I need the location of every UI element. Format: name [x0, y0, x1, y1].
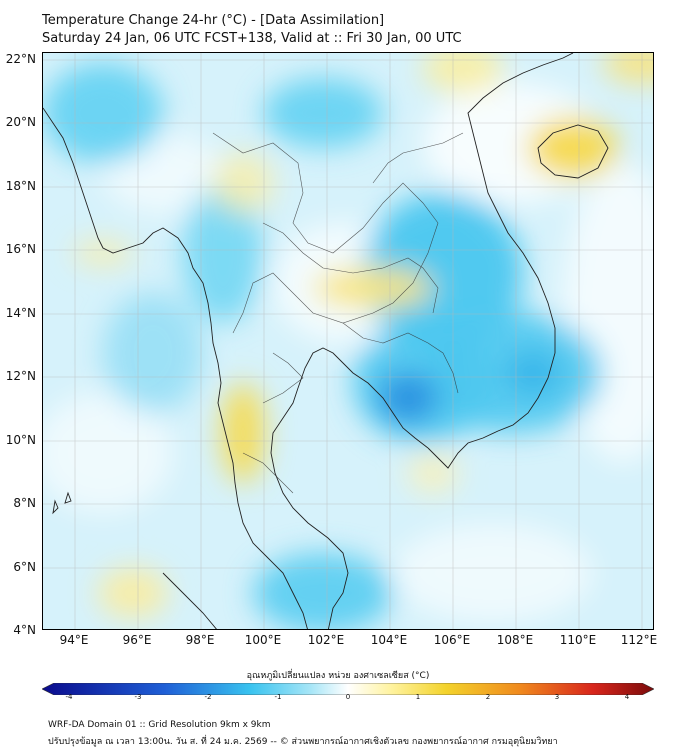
lat-label-22: 22°N	[5, 52, 36, 66]
lat-label-12: 12°N	[5, 369, 36, 383]
lon-label-108: 108°E	[496, 633, 534, 647]
footer-model-info: WRF-DA Domain 01 :: Grid Resolution 9km …	[48, 720, 271, 730]
colorbar-tick: -4	[65, 693, 73, 701]
lat-label-14: 14°N	[5, 306, 36, 320]
colorbar-tick: 3	[554, 693, 560, 701]
colorbar-tick: -2	[204, 693, 212, 701]
lat-label-18: 18°N	[5, 179, 36, 193]
lon-label-110: 110°E	[559, 633, 597, 647]
lat-label-6: 6°N	[13, 560, 36, 574]
lon-label-102: 102°E	[307, 633, 345, 647]
colorbar-tick: 4	[624, 693, 630, 701]
temperature-change-map	[42, 52, 654, 630]
lon-label-100: 100°E	[244, 633, 282, 647]
lon-label-112: 112°E	[620, 633, 658, 647]
lat-label-20: 20°N	[5, 115, 36, 129]
admin-borders	[212, 132, 464, 494]
lat-label-10: 10°N	[5, 433, 36, 447]
lon-label-106: 106°E	[433, 633, 471, 647]
graticule	[43, 53, 653, 629]
lon-label-98: 98°E	[185, 633, 215, 647]
lon-label-94: 94°E	[59, 633, 89, 647]
coastlines	[43, 53, 609, 629]
footer-credit: ปรับปรุงข้อมูล ณ เวลา 13:00น. วัน ส. ที่…	[48, 737, 558, 747]
lon-label-104: 104°E	[370, 633, 408, 647]
map-subtitle: Saturday 24 Jan, 06 UTC FCST+138, Valid …	[42, 31, 462, 46]
map-canvas	[43, 53, 653, 629]
lat-label-8: 8°N	[13, 496, 36, 510]
lat-label-4: 4°N	[13, 623, 36, 637]
colorbar-tick: 0	[345, 693, 351, 701]
colorbar-tick: 2	[485, 693, 491, 701]
colorbar-tick: -3	[134, 693, 142, 701]
lon-label-96: 96°E	[122, 633, 152, 647]
lat-label-16: 16°N	[5, 242, 36, 256]
temperature-field	[43, 53, 653, 629]
colorbar-tick: 1	[415, 693, 421, 701]
map-title: Temperature Change 24-hr (°C) - [Data As…	[42, 13, 385, 28]
colorbar-title: อุณหภูมิเปลี่ยนแปลง หน่วย องศาเซลเซียส (…	[246, 671, 430, 681]
colorbar-tick: -1	[274, 693, 282, 701]
